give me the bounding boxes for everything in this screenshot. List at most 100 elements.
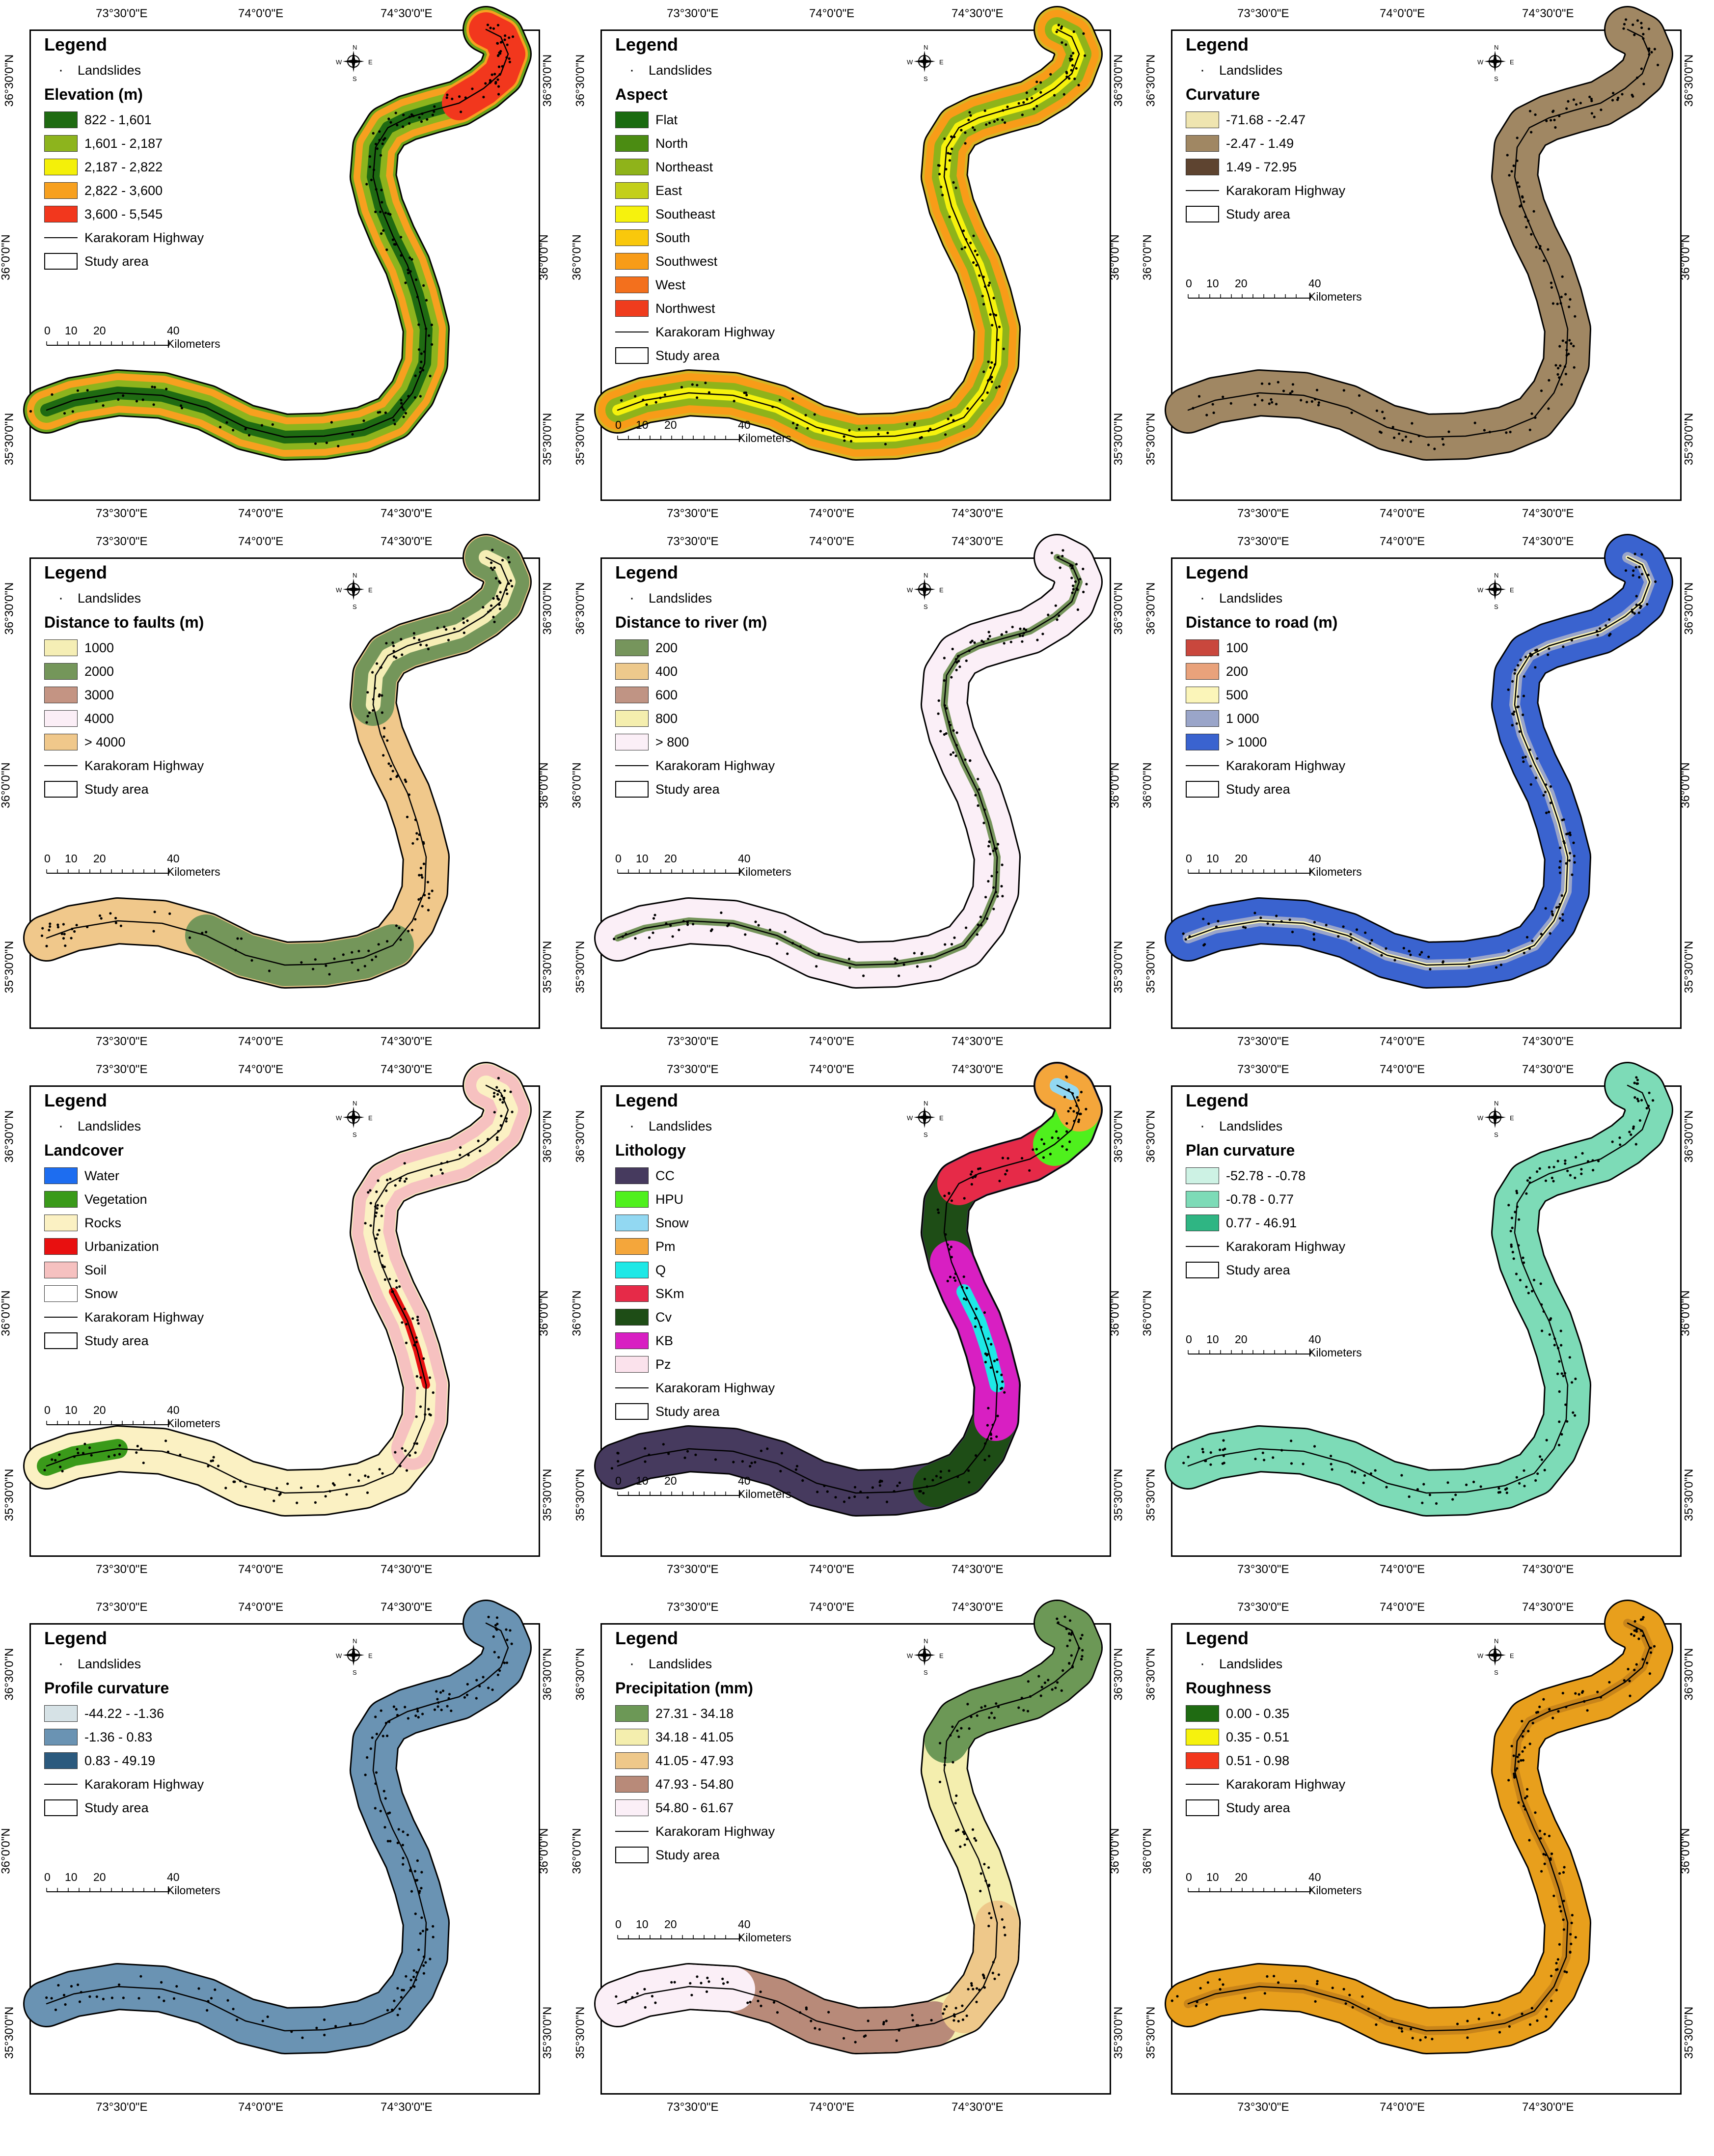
legend-variable-title: Landcover: [44, 1141, 124, 1159]
landslide-point: [990, 1916, 993, 1919]
compass-w-label: W: [1477, 1114, 1484, 1122]
legend-variable-title: Curvature: [1186, 85, 1260, 103]
landslide-point: [1071, 1665, 1074, 1668]
landslide-point: [1507, 949, 1510, 952]
landslide-point: [1514, 1769, 1517, 1772]
landslide-point: [1521, 1750, 1524, 1753]
landslide-point: [974, 794, 977, 797]
landslide-point: [374, 210, 377, 213]
landslide-point: [445, 96, 448, 99]
landslide-point: [1565, 107, 1568, 110]
landslide-point: [905, 422, 908, 426]
landslide-point: [510, 1642, 513, 1645]
legend-class-item: 0.83 - 49.19: [44, 1752, 204, 1769]
scale-bar-ruler: [1188, 1888, 1311, 1892]
legend-study-area: Study area: [44, 1799, 204, 1816]
landslide-point: [441, 1689, 445, 1692]
landslide-point: [993, 1977, 996, 1980]
landslide-point: [1391, 426, 1394, 429]
landslide-point: [1224, 1447, 1226, 1450]
scale-tick-label: 40 Kilometers: [167, 852, 220, 878]
legend-heading: Legend: [1186, 34, 1249, 55]
legend-class-item: 600: [615, 687, 775, 703]
legend-study-area-label: Study area: [655, 1404, 720, 1419]
landslide-point: [1628, 1680, 1631, 1683]
scale-tick-label: 20: [93, 852, 106, 865]
compass-w-label: W: [336, 586, 342, 594]
scale-bar-labels: 0 10 20 40 Kilometers: [615, 1474, 791, 1500]
karakoram-highway-line: [1187, 1084, 1651, 1494]
landslide-point: [1039, 1694, 1042, 1697]
study-area-map: [23, 534, 532, 989]
landslide-point: [1572, 841, 1575, 844]
landslide-point: [683, 1456, 686, 1459]
landslide-point: [1268, 402, 1271, 405]
landslide-point: [1544, 907, 1547, 910]
landslide-point: [441, 1172, 444, 1175]
landslide-point: [1654, 580, 1657, 583]
landslide-point: [1571, 1381, 1574, 1384]
landslide-point: [1409, 953, 1412, 956]
landslide-point: [1560, 383, 1563, 386]
landslide-point: [1049, 73, 1052, 76]
study-area-symbol: [44, 253, 78, 270]
landslide-point: [1498, 2031, 1501, 2034]
landslide-point: [496, 1673, 500, 1676]
landslide-point: [1182, 1462, 1185, 1465]
landslide-point: [1068, 57, 1071, 60]
legend-class-item: > 800: [615, 734, 775, 750]
landslide-point: [1547, 407, 1550, 410]
landslide-point: [405, 1341, 408, 1344]
landslide-point: [475, 1679, 478, 1682]
landslide-point: [843, 439, 846, 442]
landslide-point: [466, 1683, 469, 1686]
legend-class-item: 4000: [44, 710, 204, 727]
scale-tick-label: 20: [664, 1918, 677, 1931]
landslide-point: [78, 2000, 82, 2003]
landslide-point: [423, 350, 426, 353]
landslide-point: [1022, 101, 1025, 104]
landslide-point: [1261, 1451, 1264, 1454]
landslide-point: [1543, 1862, 1546, 1865]
landslide-point: [1534, 649, 1537, 652]
landslide-point: [645, 403, 648, 406]
legend-color-swatch: [615, 1752, 649, 1769]
landslide-point: [56, 926, 59, 929]
landslide-point: [1004, 121, 1007, 124]
landslide-point: [1506, 154, 1509, 157]
landslide-point: [389, 1840, 392, 1843]
longitude-label-bottom: 73°30'0"E: [1237, 1563, 1289, 1576]
landslide-point: [1543, 1468, 1546, 1471]
landslide-point: [987, 880, 990, 883]
legend-class-label: 600: [655, 687, 678, 702]
landslide-point: [505, 1661, 509, 1664]
landslide-point: [381, 1204, 383, 1207]
landslide-point: [1197, 395, 1201, 398]
landslide-point: [1400, 2027, 1403, 2030]
landslide-point: [652, 931, 654, 934]
landslide-point: [478, 1685, 481, 1687]
landslide-point: [964, 142, 967, 145]
landslide-point: [1529, 783, 1532, 786]
landslide-point: [496, 597, 499, 600]
legend-highway: Karakoram Highway: [615, 1380, 775, 1396]
legend-class-label: 2000: [84, 663, 114, 679]
landslide-point: [954, 658, 957, 661]
landslide-point: [433, 110, 435, 113]
landslide-point: [475, 1697, 478, 1700]
landslide-point: [424, 1961, 427, 1964]
legend-class-item: 41.05 - 47.93: [615, 1752, 775, 1769]
study-area-symbol: [615, 781, 649, 798]
landslide-point: [953, 136, 956, 138]
landslide-point: [1021, 640, 1024, 643]
legend-landslides: · Landslides: [615, 62, 775, 79]
landslide-point: [969, 641, 972, 644]
landslide-point: [950, 135, 953, 138]
landslide-point: [1509, 431, 1512, 434]
legend-class-item: 2,822 - 3,600: [44, 182, 204, 199]
landslide-point: [463, 1696, 466, 1699]
landslide-point: [356, 968, 360, 971]
landslide-point: [954, 2007, 957, 2010]
landslide-point: [1023, 627, 1026, 630]
landslide-point: [990, 376, 993, 379]
